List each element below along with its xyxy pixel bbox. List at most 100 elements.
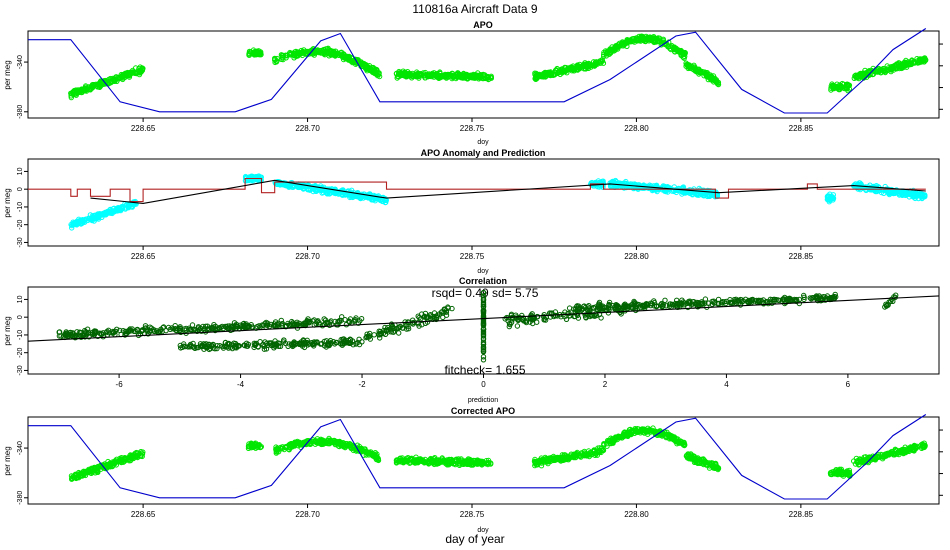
panel-frame bbox=[27, 30, 940, 119]
data-point bbox=[710, 77, 717, 83]
x-tick-label: 228.65 bbox=[131, 252, 156, 261]
data-point bbox=[456, 72, 462, 78]
data-point bbox=[710, 79, 717, 85]
data-point bbox=[137, 64, 143, 70]
data-points bbox=[68, 33, 929, 101]
data-point bbox=[95, 214, 101, 221]
x-tick-label: -4 bbox=[237, 380, 245, 389]
x-tick-label: 4 bbox=[724, 380, 729, 389]
data-point bbox=[532, 71, 538, 78]
panel-corrected-apo: Corrected APO doy per meg 228.65 228.70 22… bbox=[3, 406, 943, 534]
data-point bbox=[75, 220, 81, 227]
data-point bbox=[332, 190, 339, 196]
data-point bbox=[117, 205, 123, 212]
data-point bbox=[634, 37, 640, 43]
x-tick-label: -2 bbox=[358, 380, 366, 389]
x-tick-label: 228.65 bbox=[131, 124, 156, 133]
data-point bbox=[418, 72, 425, 78]
x-tick-label: 228.80 bbox=[624, 124, 649, 133]
data-point bbox=[566, 305, 573, 311]
data-point bbox=[570, 63, 576, 69]
data-point bbox=[444, 72, 451, 78]
y-tick-label: 10 bbox=[17, 167, 24, 175]
data-points bbox=[68, 173, 928, 231]
y-tick-label: 0 bbox=[17, 315, 24, 319]
data-point bbox=[273, 59, 280, 65]
data-point bbox=[131, 70, 137, 76]
data-point bbox=[482, 72, 488, 78]
data-point bbox=[678, 48, 684, 55]
y-tick-label: 0 bbox=[17, 187, 24, 191]
data-point bbox=[908, 61, 914, 68]
x-tick-label: 228.65 bbox=[131, 510, 156, 519]
data-point bbox=[425, 72, 431, 78]
data-point bbox=[901, 61, 907, 67]
data-point bbox=[95, 82, 102, 88]
y-tick-label: -10 bbox=[17, 330, 24, 340]
data-point bbox=[71, 88, 78, 95]
y-tick-label: -10 bbox=[17, 202, 24, 212]
data-point bbox=[406, 71, 412, 77]
x-tick-label: -6 bbox=[116, 380, 124, 389]
data-point bbox=[367, 67, 373, 74]
data-point bbox=[86, 84, 92, 90]
data-point bbox=[376, 70, 382, 76]
data-point bbox=[137, 70, 143, 76]
data-point bbox=[371, 332, 377, 338]
data-point bbox=[468, 73, 474, 80]
data-point bbox=[582, 65, 588, 72]
data-point bbox=[547, 69, 553, 76]
data-point bbox=[296, 184, 302, 191]
y-tick-label: -30 bbox=[17, 237, 24, 247]
data-point bbox=[608, 47, 614, 53]
data-point bbox=[85, 217, 91, 224]
panel-title: APO Anomaly and Prediction bbox=[421, 148, 546, 158]
x-tick-label: 228.75 bbox=[460, 124, 485, 133]
data-point bbox=[299, 49, 305, 55]
data-point bbox=[865, 69, 871, 75]
data-point bbox=[294, 52, 300, 59]
x-tick-label: 0 bbox=[481, 380, 486, 389]
data-lines bbox=[28, 177, 926, 204]
y-tick-label: -380 bbox=[17, 105, 24, 119]
data-point bbox=[435, 72, 442, 78]
data-point bbox=[640, 36, 647, 42]
data-point bbox=[339, 191, 345, 197]
data-point bbox=[300, 186, 307, 192]
x-tick-label: 228.80 bbox=[624, 252, 649, 261]
data-point bbox=[558, 67, 564, 73]
data-point bbox=[662, 297, 668, 303]
data-point bbox=[554, 66, 560, 72]
data-point bbox=[315, 187, 321, 193]
data-point bbox=[79, 89, 85, 96]
data-point bbox=[338, 49, 345, 55]
black-smooth-line bbox=[90, 179, 926, 204]
fitcheck-annotation: fitcheck= 1.655 bbox=[444, 363, 525, 377]
data-point bbox=[459, 72, 465, 79]
data-point bbox=[473, 72, 480, 79]
data-point bbox=[364, 193, 370, 200]
data-point bbox=[624, 37, 630, 44]
data-point bbox=[702, 69, 708, 75]
y-axis-label: per meg bbox=[3, 60, 12, 89]
data-point bbox=[888, 64, 894, 70]
x-tick-label: 228.70 bbox=[295, 124, 320, 133]
data-point bbox=[79, 217, 86, 223]
data-point bbox=[866, 68, 872, 74]
x-tick-label: 228.85 bbox=[789, 510, 814, 519]
data-point bbox=[102, 212, 108, 218]
data-point bbox=[838, 82, 844, 89]
data-point bbox=[89, 213, 96, 219]
data-point bbox=[440, 314, 446, 321]
data-point bbox=[128, 204, 135, 210]
data-point bbox=[615, 41, 622, 48]
data-point bbox=[609, 46, 615, 53]
data-point bbox=[279, 52, 285, 59]
data-point bbox=[686, 64, 692, 70]
data-point bbox=[597, 60, 604, 66]
data-point bbox=[480, 357, 487, 363]
data-point bbox=[252, 50, 259, 57]
x-axis-label: doy bbox=[477, 139, 489, 146]
y-axis-label: per meg bbox=[3, 316, 12, 345]
